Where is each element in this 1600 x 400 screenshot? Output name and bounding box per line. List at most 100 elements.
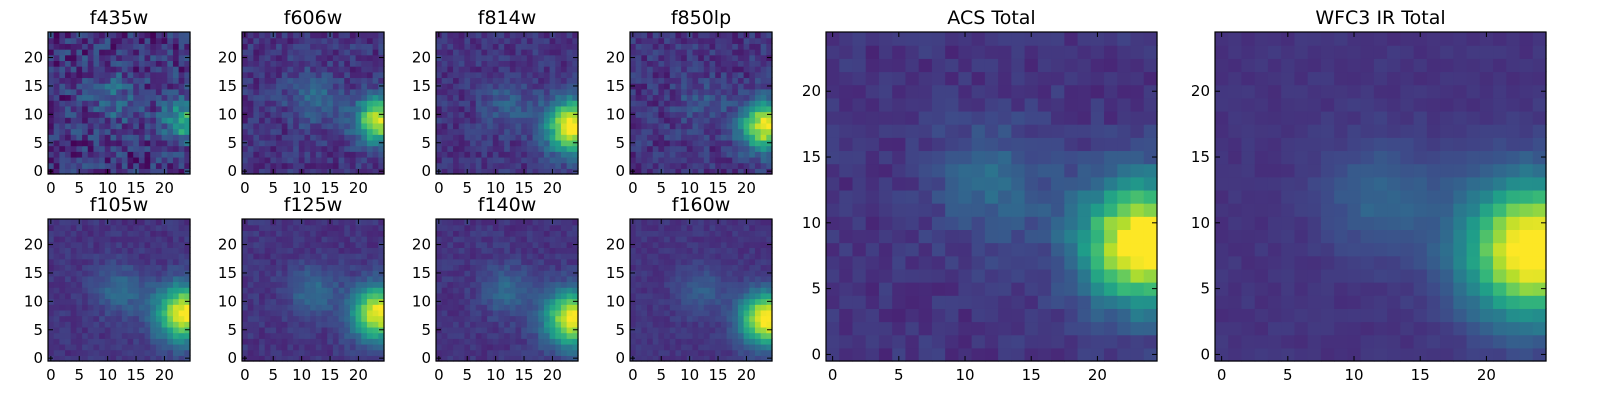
heatmap-cell	[48, 77, 55, 84]
heatmap-cell	[453, 49, 460, 56]
heatmap-cell	[361, 43, 368, 50]
heatmap-cell	[572, 230, 579, 237]
heatmap-cell	[715, 105, 722, 113]
heatmap-cell	[441, 94, 448, 101]
heatmap-cell	[532, 37, 539, 44]
heatmap-cell	[167, 338, 174, 345]
heatmap-cell	[287, 298, 294, 305]
heatmap-cell	[372, 43, 379, 50]
heatmap-cell	[270, 298, 277, 305]
heatmap-cell	[184, 105, 191, 113]
heatmap-cell	[59, 117, 66, 124]
heatmap-cell	[658, 128, 665, 135]
heatmap-cell	[264, 332, 271, 339]
heatmap-cell	[515, 321, 522, 328]
heatmap-cell	[167, 321, 174, 328]
heatmap-cell	[321, 94, 328, 101]
heatmap-cell	[361, 338, 368, 345]
heatmap-cell	[293, 71, 300, 79]
heatmap-cell	[121, 219, 129, 226]
heatmap-cell	[155, 287, 163, 294]
heatmap-cell	[48, 349, 55, 356]
heatmap-cell	[310, 145, 317, 152]
heatmap-cell	[743, 156, 750, 164]
axes-frame	[241, 31, 385, 175]
heatmap-cell	[253, 88, 260, 96]
heatmap-cell	[121, 343, 129, 351]
heatmap-cell	[155, 105, 163, 113]
heatmap-cell	[760, 298, 767, 305]
heatmap-cell	[242, 49, 249, 56]
heatmap-cell	[172, 264, 180, 271]
heatmap-cell	[270, 128, 277, 135]
heatmap-cell	[555, 83, 562, 90]
heatmap-cell	[664, 304, 671, 311]
heatmap-cell	[652, 37, 659, 44]
heatmap-cell	[287, 304, 294, 311]
heatmap-cell	[475, 230, 483, 237]
heatmap-cell	[110, 315, 117, 322]
heatmap-cell	[737, 168, 745, 175]
heatmap-cell	[749, 304, 756, 311]
heatmap-cell	[366, 236, 374, 243]
heatmap-cell	[304, 122, 311, 130]
heatmap-cell	[453, 298, 460, 305]
heatmap-cell	[161, 83, 168, 90]
heatmap-cell	[184, 66, 191, 73]
heatmap-cell	[664, 287, 671, 294]
heatmap-cell	[675, 54, 682, 61]
heatmap-cell	[675, 326, 682, 334]
heatmap-cell	[242, 43, 249, 50]
heatmap-cell	[121, 128, 129, 135]
heatmap-cell	[709, 54, 716, 61]
heatmap-cell	[560, 49, 568, 56]
heatmap-cell	[492, 100, 500, 107]
heatmap-cell	[155, 32, 163, 39]
panel-title: f105w	[90, 194, 149, 216]
heatmap-cell	[315, 156, 323, 164]
heatmap-cell	[93, 139, 100, 147]
heatmap-cell	[93, 264, 100, 271]
heatmap-cell	[270, 236, 277, 243]
x-tick-label: 5	[74, 366, 84, 384]
heatmap-cell	[760, 304, 767, 311]
heatmap-cell	[538, 355, 545, 362]
heatmap-cell	[264, 66, 271, 73]
heatmap-cell	[184, 349, 191, 356]
heatmap-cell	[560, 105, 568, 113]
heatmap-cell	[681, 298, 688, 305]
heatmap-cell	[521, 43, 528, 50]
heatmap-cell	[572, 264, 579, 271]
heatmap-cell	[436, 156, 443, 164]
heatmap-cell	[372, 162, 379, 169]
heatmap-cell	[155, 321, 163, 328]
heatmap-cell	[133, 309, 140, 317]
heatmap-cell	[470, 151, 477, 158]
heatmap-cell	[509, 60, 517, 67]
heatmap-cell	[521, 236, 528, 243]
heatmap-cell	[555, 105, 562, 113]
heatmap-cell	[298, 151, 306, 158]
heatmap-cell	[70, 315, 77, 322]
heatmap-cell	[447, 156, 454, 164]
heatmap-cell	[349, 338, 357, 345]
heatmap-cell	[754, 122, 762, 130]
heatmap-cell	[441, 258, 448, 266]
heatmap-cell	[259, 287, 266, 294]
heatmap-cell	[127, 270, 134, 277]
heatmap-cell	[726, 111, 733, 118]
heatmap-cell	[652, 122, 659, 130]
heatmap-cell	[349, 168, 357, 175]
heatmap-cell	[726, 332, 733, 339]
heatmap-cell	[121, 111, 129, 118]
heatmap-cell	[481, 77, 488, 84]
panel-title: f606w	[284, 7, 343, 29]
heatmap-cell	[436, 304, 443, 311]
heatmap-cell	[664, 156, 671, 164]
heatmap-cell	[276, 236, 283, 243]
heatmap-cell	[669, 145, 677, 152]
heatmap-cell	[332, 281, 340, 288]
heatmap-cell	[116, 219, 123, 226]
heatmap-cell	[464, 83, 471, 90]
heatmap-cell	[515, 236, 522, 243]
